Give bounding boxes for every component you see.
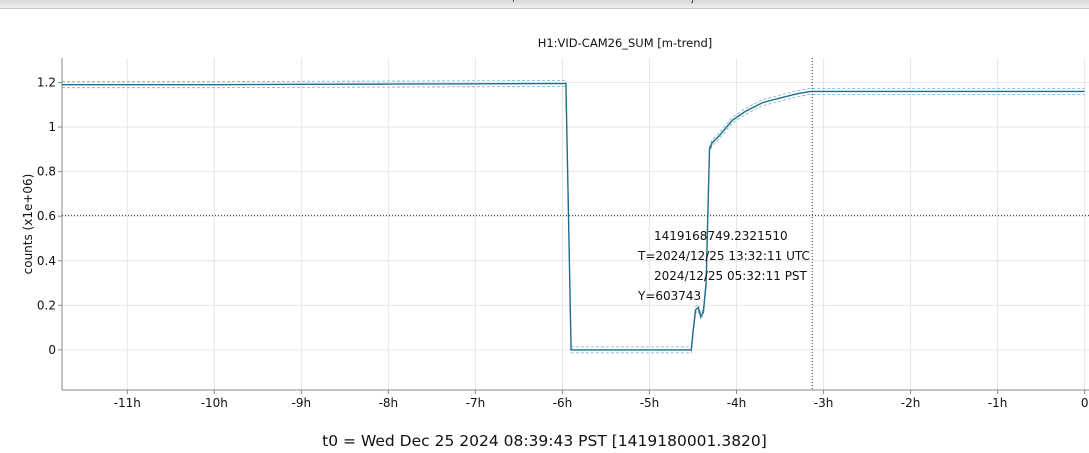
chart-title: H1:VID-CAM26_SUM [m-trend] bbox=[538, 36, 713, 50]
y-tick-label: 0.2 bbox=[37, 298, 56, 312]
y-tick-label: 0.4 bbox=[37, 254, 56, 268]
plot-background bbox=[62, 58, 1089, 390]
y-tick-label: 1.2 bbox=[37, 76, 56, 90]
y-tick-label: 0.6 bbox=[37, 209, 56, 223]
series-min-envelope bbox=[62, 86, 1085, 354]
t0-label: t0 = Wed Dec 25 2024 08:39:43 PST [14191… bbox=[322, 432, 767, 450]
window-title-fragment: ] bbox=[690, 0, 694, 5]
x-tick-label: -8h bbox=[379, 396, 399, 410]
x-tick-label: -4h bbox=[727, 396, 747, 410]
window-title-fragment: r bbox=[512, 0, 516, 5]
x-tick-label: 0 bbox=[1081, 396, 1089, 410]
cursor-utc-time: T=2024/12/25 13:32:11 UTC bbox=[637, 249, 810, 263]
x-tick-label: -2h bbox=[901, 396, 921, 410]
x-tick-label: -3h bbox=[814, 396, 834, 410]
x-axis: -11h -10h -9h -8h -7h -6h -5h -4h -3h -2h -1h 0 bbox=[114, 390, 1089, 410]
x-tick-label: -11h bbox=[114, 396, 141, 410]
x-tick-label: -6h bbox=[553, 396, 573, 410]
window-title-strip: r ] bbox=[0, 0, 1089, 9]
y-tick-label: 0.8 bbox=[37, 165, 56, 179]
cursor-gps-time: 1419168749.2321510 bbox=[654, 229, 788, 243]
x-tick-label: -7h bbox=[466, 396, 486, 410]
x-tick-label: -5h bbox=[640, 396, 660, 410]
cursor-readout: 1419168749.2321510 T=2024/12/25 13:32:11… bbox=[637, 229, 810, 303]
cursor-pst-time: 2024/12/25 05:32:11 PST bbox=[654, 269, 808, 283]
x-tick-label: -10h bbox=[201, 396, 228, 410]
plot-area[interactable] bbox=[61, 58, 1089, 391]
y-tick-label: 0 bbox=[48, 343, 56, 357]
x-tick-label: -1h bbox=[988, 396, 1008, 410]
y-tick-label: 1 bbox=[48, 120, 56, 134]
x-tick-label: -9h bbox=[292, 396, 312, 410]
y-axis-label: counts (x1e+06) bbox=[21, 174, 35, 275]
y-axis: 0 0.2 0.4 0.6 0.8 1 1.2 bbox=[37, 76, 62, 357]
cursor-y-value: Y=603743 bbox=[637, 289, 701, 303]
series-line bbox=[62, 82, 1085, 351]
series-max-envelope bbox=[62, 80, 1085, 348]
